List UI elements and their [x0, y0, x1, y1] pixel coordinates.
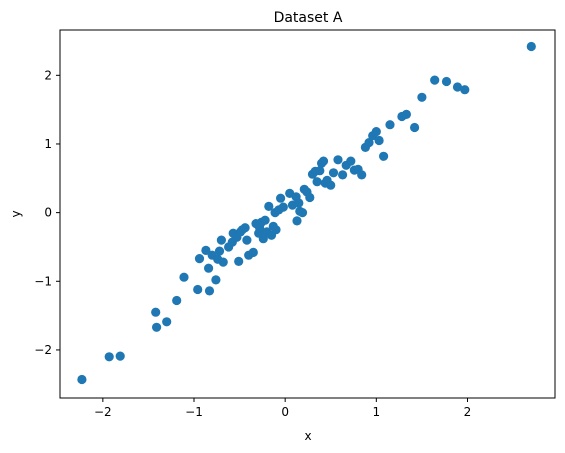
data-point [162, 317, 172, 327]
data-point [172, 295, 182, 306]
data-point [385, 120, 395, 130]
data-point [374, 135, 384, 146]
data-point [151, 307, 161, 317]
data-point [104, 352, 114, 362]
data-point [294, 198, 304, 208]
x-axis-label: x [304, 429, 311, 443]
data-point [193, 284, 203, 295]
chart-title: Dataset A [274, 10, 343, 26]
data-point [292, 216, 302, 226]
data-point [204, 286, 215, 296]
data-point [218, 257, 228, 267]
data-point [338, 170, 348, 180]
data-point [271, 225, 281, 235]
data-point [430, 75, 440, 85]
data-point [115, 351, 125, 361]
data-point [410, 122, 420, 133]
data-point [77, 374, 87, 385]
data-point [248, 247, 258, 257]
data-point [240, 223, 250, 233]
x-tick-label: 1 [373, 405, 381, 419]
y-tick-label: 0 [44, 206, 52, 220]
data-point [305, 192, 315, 203]
x-tick-label: −1 [185, 405, 203, 419]
data-point [441, 76, 452, 87]
data-point [234, 256, 244, 266]
y-tick-label: 2 [44, 68, 52, 82]
data-point [214, 246, 225, 256]
y-tick-label: −2 [34, 343, 52, 357]
data-point [260, 215, 270, 225]
data-point [152, 322, 162, 332]
data-point [312, 177, 322, 187]
data-point [460, 85, 470, 95]
data-point [333, 155, 343, 165]
data-point [328, 168, 339, 178]
data-point [297, 208, 308, 218]
data-point [346, 156, 356, 166]
data-point [326, 180, 336, 190]
data-point [242, 235, 252, 245]
data-point [264, 201, 274, 211]
data-point [379, 151, 389, 161]
data-point [276, 193, 286, 203]
data-point [216, 235, 226, 245]
data-point [371, 127, 381, 137]
data-point [364, 138, 374, 148]
data-point [526, 41, 536, 52]
plot-frame [59, 29, 556, 399]
data-point [401, 109, 411, 119]
data-point [204, 263, 214, 273]
data-point [278, 202, 288, 212]
x-tick-label: 0 [281, 405, 289, 419]
x-axis-ticks: −2 −1 0 1 2 [94, 398, 471, 419]
data-point [452, 82, 463, 92]
data-point [357, 170, 367, 180]
data-point [201, 245, 211, 255]
data-point [417, 92, 427, 102]
data-point [194, 254, 205, 264]
data-point [318, 156, 329, 166]
y-tick-label: −1 [34, 274, 52, 288]
data-point [179, 272, 189, 282]
x-tick-label: 2 [464, 405, 472, 419]
data-points [77, 41, 536, 385]
data-point [211, 275, 221, 285]
y-tick-label: 1 [44, 137, 52, 151]
x-tick-label: −2 [94, 405, 112, 419]
data-point [315, 166, 325, 176]
y-axis-ticks: −2 −1 0 1 2 [34, 68, 60, 357]
y-axis-label: y [9, 210, 23, 217]
data-point [258, 234, 268, 244]
